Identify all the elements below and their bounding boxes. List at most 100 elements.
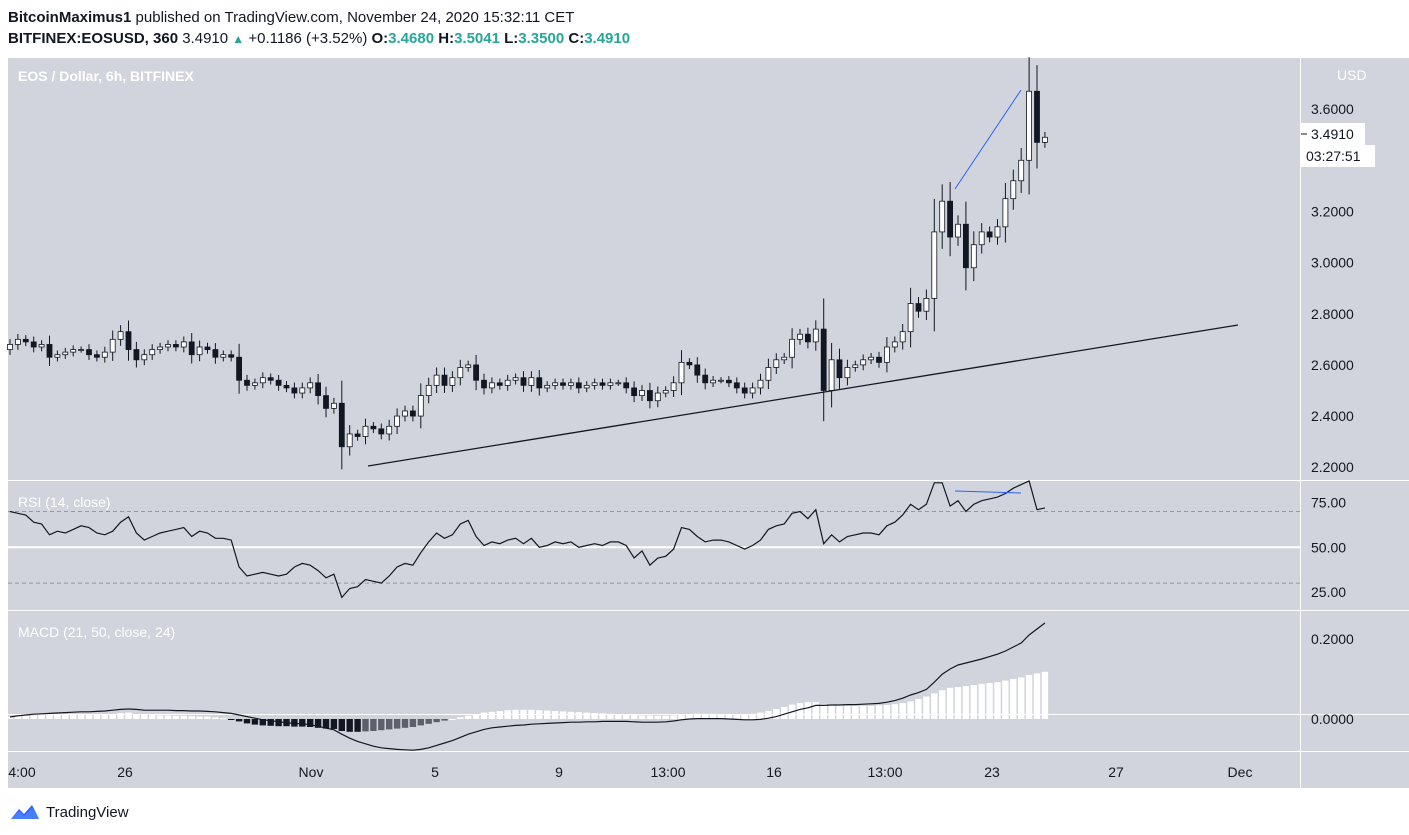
candle[interactable] [891, 341, 898, 348]
candle[interactable] [251, 382, 258, 386]
candle[interactable] [749, 387, 756, 394]
candle[interactable] [805, 333, 811, 343]
candle[interactable] [417, 395, 424, 417]
candle[interactable] [228, 354, 235, 358]
candle[interactable] [686, 361, 693, 366]
candle[interactable] [702, 374, 709, 384]
candle[interactable] [923, 298, 930, 312]
candle[interactable] [899, 331, 906, 343]
candle[interactable] [662, 390, 669, 394]
candle[interactable] [196, 346, 203, 356]
candle[interactable] [789, 338, 795, 358]
candle[interactable] [781, 356, 788, 361]
candle[interactable] [520, 377, 527, 386]
candle[interactable] [812, 328, 819, 343]
candle[interactable] [78, 349, 84, 351]
candle[interactable] [54, 354, 61, 358]
candle[interactable] [765, 367, 772, 381]
candle[interactable] [101, 351, 108, 358]
candle[interactable] [1026, 90, 1032, 161]
candle[interactable] [386, 425, 393, 435]
candle[interactable] [109, 338, 116, 353]
candle[interactable] [449, 377, 456, 386]
candle[interactable] [496, 382, 503, 386]
candle[interactable] [354, 433, 361, 437]
candle[interactable] [647, 390, 653, 402]
candle[interactable] [591, 382, 598, 386]
candle[interactable] [615, 382, 622, 385]
candle[interactable] [852, 364, 859, 368]
candle[interactable] [528, 377, 535, 386]
candle[interactable] [323, 395, 329, 409]
candle[interactable] [267, 377, 274, 381]
candle[interactable] [7, 344, 13, 350]
candle[interactable] [133, 349, 140, 361]
candle[interactable] [86, 349, 92, 356]
rsi-pane[interactable] [8, 481, 1300, 610]
tradingview-logo-icon[interactable] [10, 802, 40, 822]
candle[interactable] [694, 364, 701, 376]
candle[interactable] [346, 433, 353, 448]
candle[interactable] [212, 349, 219, 358]
candle[interactable] [330, 402, 337, 409]
candle[interactable] [836, 359, 843, 379]
candle[interactable] [315, 382, 322, 397]
candle[interactable] [654, 392, 661, 402]
candle[interactable] [338, 402, 345, 448]
candle[interactable] [710, 379, 716, 384]
candle[interactable] [473, 364, 480, 381]
candle[interactable] [259, 377, 266, 384]
candle[interactable] [599, 382, 606, 386]
candle[interactable] [481, 379, 487, 389]
candle[interactable] [884, 346, 890, 363]
candle[interactable] [773, 359, 780, 368]
candle[interactable] [188, 341, 195, 356]
candle[interactable] [947, 200, 953, 238]
candle[interactable] [797, 333, 803, 340]
candle[interactable] [544, 384, 551, 389]
candle[interactable] [465, 364, 472, 368]
candle[interactable] [244, 379, 250, 386]
candle[interactable] [939, 200, 946, 233]
candle[interactable] [291, 387, 298, 394]
candle[interactable] [14, 338, 21, 345]
support-trendline[interactable] [367, 324, 1239, 467]
candle[interactable] [978, 231, 985, 246]
candle[interactable] [275, 379, 282, 386]
candle[interactable] [986, 231, 993, 238]
price-divergence-line[interactable] [954, 89, 1022, 190]
candle[interactable] [117, 331, 124, 340]
candle[interactable] [30, 341, 37, 348]
candle[interactable] [828, 359, 835, 391]
main-pane[interactable] [8, 58, 1300, 480]
macd-line[interactable] [9, 622, 1046, 751]
candle[interactable] [457, 367, 464, 379]
candle[interactable] [141, 354, 148, 361]
candle[interactable] [125, 331, 132, 350]
candle[interactable] [1034, 90, 1040, 143]
candle[interactable] [678, 361, 685, 384]
candle[interactable] [220, 354, 227, 358]
candle[interactable] [504, 379, 511, 386]
candle[interactable] [741, 387, 748, 394]
candle[interactable] [868, 356, 874, 361]
candle[interactable] [757, 379, 764, 389]
candle[interactable] [307, 382, 314, 389]
candle[interactable] [62, 351, 69, 356]
candle[interactable] [733, 382, 740, 389]
candle[interactable] [94, 354, 100, 358]
candle[interactable] [963, 223, 969, 269]
candle[interactable] [488, 382, 495, 389]
candle[interactable] [718, 379, 724, 382]
candle[interactable] [583, 384, 590, 389]
candle[interactable] [394, 415, 401, 427]
candle[interactable] [180, 341, 187, 348]
candle[interactable] [1042, 136, 1048, 143]
candle[interactable] [441, 374, 448, 386]
candle[interactable] [425, 384, 432, 396]
candle[interactable] [46, 344, 53, 358]
candle[interactable] [204, 346, 211, 350]
macd-pane[interactable] [8, 611, 1300, 751]
candle[interactable] [1002, 198, 1009, 228]
candle[interactable] [22, 338, 29, 343]
